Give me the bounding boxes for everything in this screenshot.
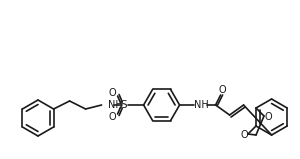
- Text: O: O: [264, 112, 272, 122]
- Text: NH: NH: [108, 100, 122, 110]
- Text: O: O: [219, 85, 226, 95]
- Text: NH: NH: [194, 100, 209, 110]
- Text: O: O: [109, 88, 116, 98]
- Text: O: O: [109, 112, 116, 122]
- Text: S: S: [120, 100, 127, 110]
- Text: O: O: [240, 130, 248, 140]
